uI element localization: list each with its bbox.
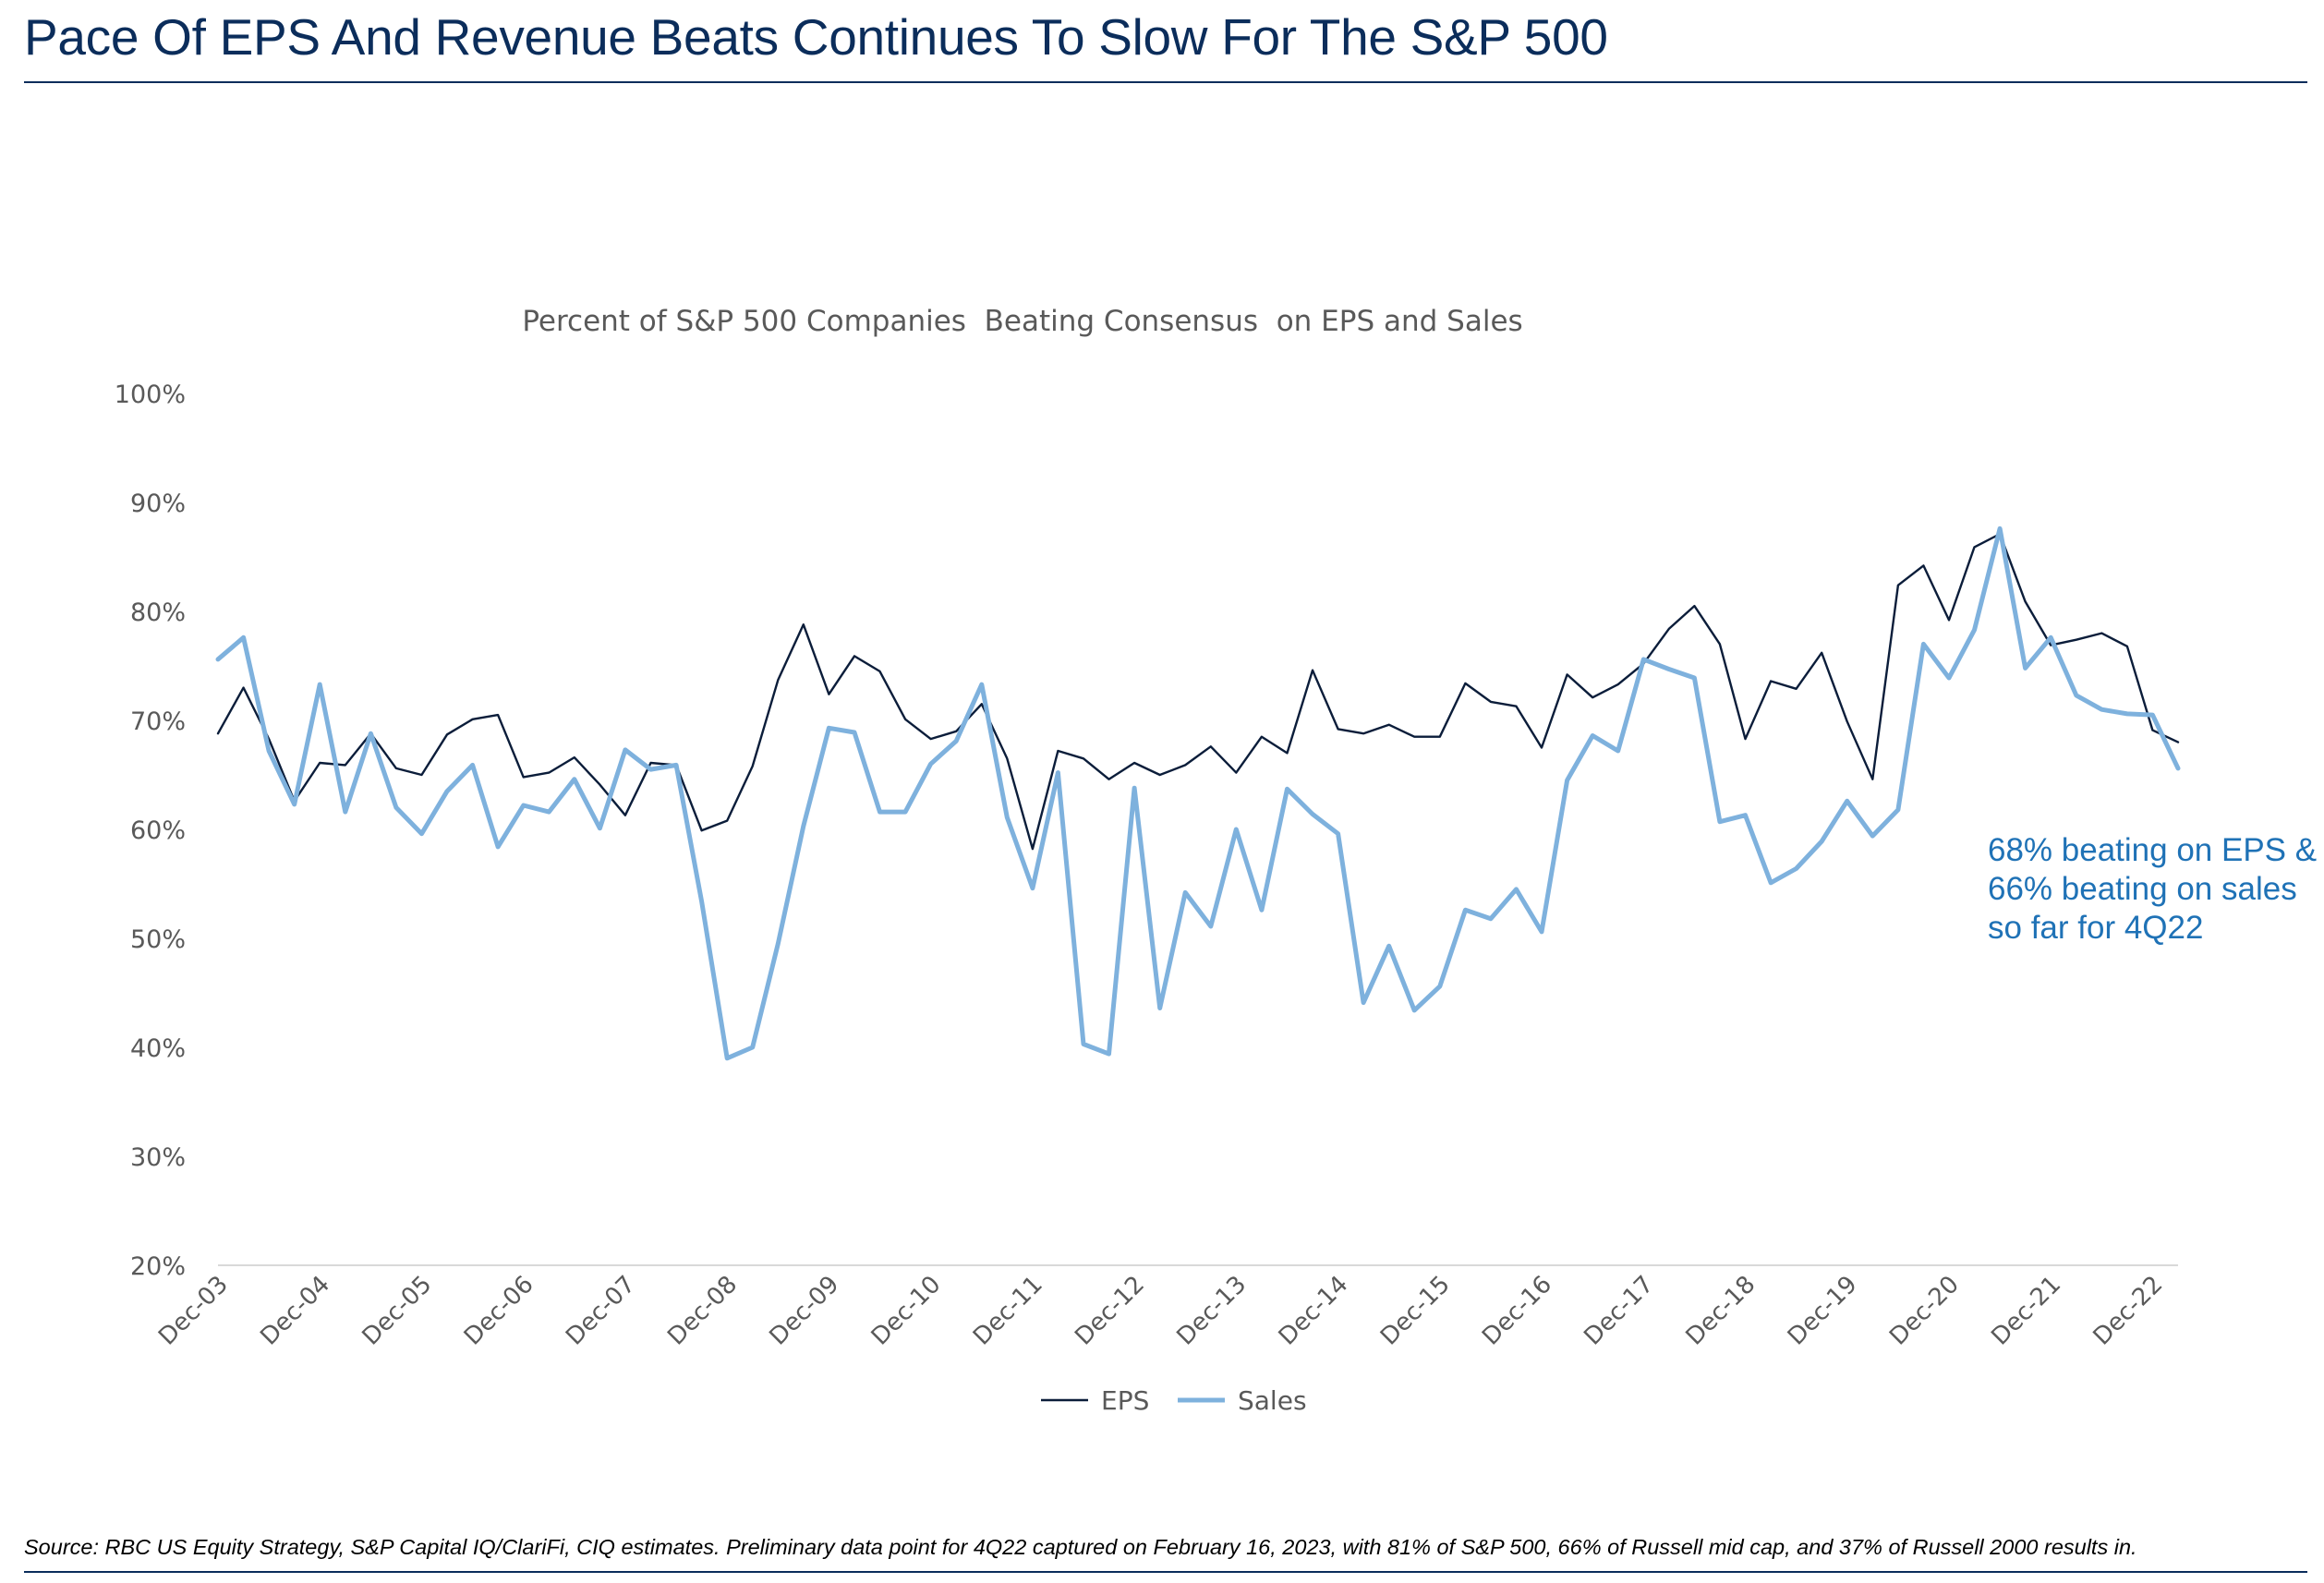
- x-tick-label: Dec-20: [1884, 1271, 1965, 1351]
- x-tick-label: Dec-07: [561, 1271, 641, 1351]
- y-tick-label: 70%: [130, 707, 186, 736]
- series-lines: [215, 526, 2181, 1061]
- footer-divider: [24, 1571, 2307, 1573]
- x-tick-label: Dec-03: [153, 1271, 234, 1351]
- y-axis: 20% 30% 40% 50% 60% 70% 80% 90% 100%: [115, 381, 186, 1281]
- x-tick-label: Dec-04: [255, 1271, 335, 1351]
- line-chart: Percent of S&P 500 Companies Beating Con…: [115, 305, 2181, 1416]
- x-tick-label: Dec-11: [968, 1271, 1048, 1351]
- x-tick-label: Dec-12: [1070, 1271, 1150, 1351]
- chart-title: Percent of S&P 500 Companies Beating Con…: [522, 305, 1522, 338]
- x-tick-label: Dec-21: [1986, 1271, 2066, 1351]
- x-tick-label: Dec-08: [662, 1271, 743, 1351]
- page-title: Pace Of EPS And Revenue Beats Continues …: [24, 8, 1608, 66]
- x-tick-label: Dec-06: [459, 1271, 539, 1351]
- x-tick-label: Dec-14: [1274, 1271, 1354, 1351]
- y-tick-label: 90%: [130, 489, 186, 518]
- y-tick-label: 20%: [130, 1252, 186, 1281]
- source-note: Source: RBC US Equity Strategy, S&P Capi…: [24, 1535, 2137, 1559]
- y-tick-label: 40%: [130, 1034, 186, 1063]
- title-divider: [24, 81, 2307, 83]
- series-line-eps: [216, 533, 2180, 851]
- x-tick-label: Dec-16: [1477, 1271, 1557, 1351]
- y-tick-label: 50%: [130, 925, 186, 954]
- y-tick-label: 60%: [130, 816, 186, 845]
- series-line-sales: [215, 526, 2181, 1061]
- x-axis: Dec-03 Dec-04 Dec-05 Dec-06 Dec-07 Dec-08 Dec-…: [153, 1271, 2168, 1351]
- legend-label-sales: Sales: [1238, 1385, 1307, 1416]
- x-tick-label: Dec-13: [1171, 1271, 1252, 1351]
- legend: EPS Sales: [1041, 1385, 1307, 1416]
- y-tick-label: 30%: [130, 1143, 186, 1172]
- x-tick-label: Dec-05: [357, 1271, 438, 1351]
- x-tick-label: Dec-22: [2088, 1271, 2169, 1351]
- y-tick-label: 80%: [130, 598, 186, 627]
- x-tick-label: Dec-10: [866, 1271, 947, 1351]
- x-tick-label: Dec-17: [1579, 1271, 1659, 1351]
- x-tick-label: Dec-15: [1375, 1271, 1456, 1351]
- legend-label-eps: EPS: [1101, 1385, 1149, 1416]
- x-tick-label: Dec-18: [1681, 1271, 1761, 1351]
- y-tick-label: 100%: [115, 381, 186, 409]
- x-tick-label: Dec-19: [1783, 1271, 1863, 1351]
- annotation-note: 68% beating on EPS & 66% beating on sale…: [1988, 832, 2318, 946]
- x-tick-label: Dec-09: [765, 1271, 845, 1351]
